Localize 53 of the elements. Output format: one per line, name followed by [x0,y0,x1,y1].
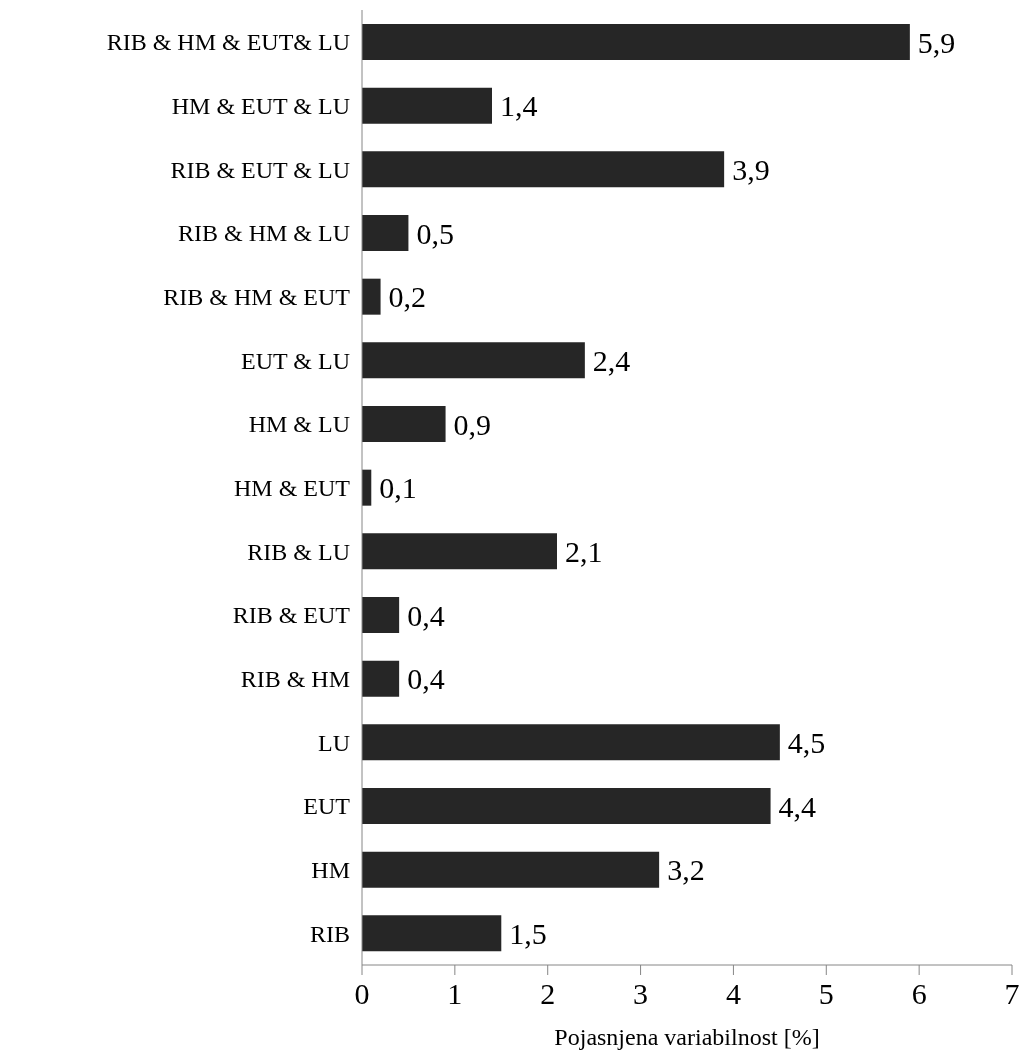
data-label: 1,5 [509,916,547,950]
x-tick-label: 2 [540,977,556,1011]
data-label: 1,4 [500,89,538,123]
y-tick-label: RIB & HM [240,666,350,693]
bar [362,597,400,634]
y-tick-label: HM & EUT [234,475,351,502]
bar [362,788,771,825]
y-tick-label: RIB & HM & EUT [163,284,351,311]
bar [362,851,660,888]
bar [362,215,409,252]
data-label: 4,4 [778,789,817,823]
data-label: 0,2 [388,280,427,314]
data-label: 0,4 [407,662,445,696]
y-tick-label: RIB & HM & LU [177,220,350,247]
bar [362,278,381,315]
data-label: 5,9 [917,25,956,59]
data-label: 4,5 [787,725,826,759]
x-tick-label: 4 [725,977,741,1011]
x-tick-label: 3 [633,977,649,1011]
y-tick-label: RIB & EUT & LU [170,156,350,183]
data-label: 0,5 [416,216,454,250]
y-tick-label: EUT [303,793,351,820]
bar [362,915,502,952]
x-tick-label: 5 [818,977,834,1011]
y-tick-label: HM [311,857,350,884]
y-tick-label: EUT & LU [241,347,350,374]
y-tick-label: RIB & EUT [232,602,351,629]
y-tick-label: HM & LU [248,411,350,438]
y-tick-label: RIB [309,920,350,947]
data-label: 0,9 [453,407,492,441]
data-label: 3,9 [732,152,770,186]
bar [362,24,910,61]
x-tick-label: 1 [447,977,463,1011]
data-label: 2,1 [565,534,603,568]
bar [362,87,492,124]
bar [362,342,585,379]
x-tick-label: 7 [1004,977,1020,1011]
y-tick-label: RIB & HM & EUT& LU [106,29,350,56]
bar [362,533,557,570]
x-tick-label: 0 [354,977,370,1011]
bar [362,724,780,761]
y-tick-label: RIB & LU [247,538,350,565]
bar [362,660,400,697]
bar [362,406,446,443]
bar [362,151,725,188]
data-label: 0,1 [379,471,417,505]
y-tick-label: LU [318,729,350,756]
y-tick-label: HM & EUT & LU [171,93,350,120]
data-label: 0,4 [407,598,445,632]
x-tick-label: 6 [911,977,927,1011]
data-label: 2,4 [592,343,631,377]
x-axis-title: Pojasnjena variabilnost [%] [554,1024,820,1050]
data-label: 3,2 [667,853,705,887]
